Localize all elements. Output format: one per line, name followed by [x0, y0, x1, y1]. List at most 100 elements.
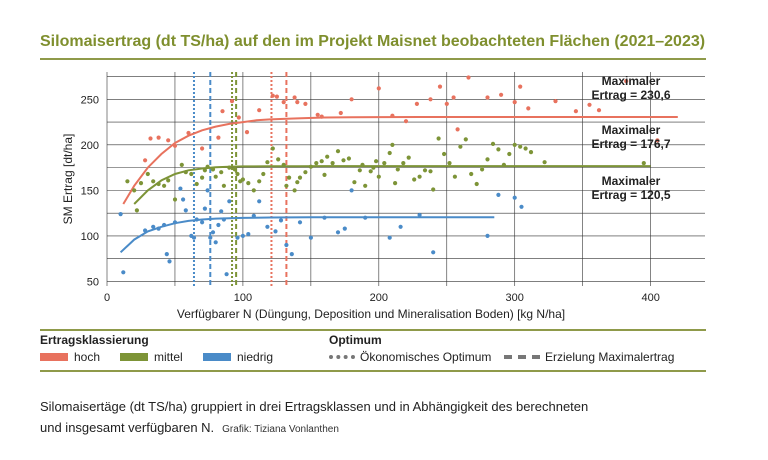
data-point-mittel [303, 170, 308, 175]
data-point-niedrig [205, 188, 210, 193]
data-point-hoch [414, 101, 419, 106]
data-point-mittel [428, 169, 433, 174]
chart-title: Silomaisertrag (dt TS/ha) auf den im Pro… [40, 33, 706, 50]
data-point-hoch [229, 99, 235, 104]
data-point-hoch [303, 101, 308, 106]
data-point-mittel [232, 167, 237, 172]
data-point-mittel [417, 174, 422, 179]
data-point-hoch [148, 136, 153, 141]
data-point-hoch [244, 130, 250, 135]
data-point-mittel [134, 208, 139, 213]
data-point-mittel [363, 183, 368, 188]
data-point-mittel [458, 144, 463, 149]
data-point-mittel [387, 150, 392, 156]
data-point-mittel [138, 181, 144, 186]
data-point-mittel [194, 181, 199, 187]
data-point-mittel [281, 162, 286, 167]
data-point-niedrig [417, 212, 422, 218]
data-point-mittel [132, 188, 137, 193]
data-point-mittel [287, 175, 292, 180]
legend-label-economic-optimum: Ökonomisches Optimum [360, 350, 492, 364]
data-point-mittel [162, 183, 167, 188]
data-point-niedrig [322, 215, 327, 220]
data-point-hoch [236, 115, 241, 120]
data-point-niedrig [297, 220, 303, 225]
data-point-mittel [246, 181, 251, 186]
data-point-niedrig [181, 197, 186, 202]
x-axis-label: Verfügbarer N (Düngung, Deposition und M… [177, 307, 565, 321]
caption-line-2: und insgesamt verfügbaren N. Grafik: Tizi… [40, 420, 339, 435]
data-point-niedrig [278, 218, 284, 223]
legend-swatch-mittel [120, 353, 148, 361]
data-point-hoch [376, 86, 381, 91]
data-point-mittel [528, 150, 534, 155]
y-tick-label: 100 [81, 231, 99, 243]
data-point-niedrig [284, 242, 289, 248]
x-tick-label: 100 [234, 292, 252, 304]
data-point-mittel [276, 157, 281, 162]
caption-line-2-text: und insgesamt verfügbaren N. [40, 420, 215, 435]
data-point-mittel [227, 165, 232, 170]
data-point-mittel [401, 161, 406, 166]
legend-item-mittel: mittel [120, 350, 183, 364]
data-point-mittel [490, 141, 496, 146]
data-point-hoch [186, 130, 191, 136]
fit-curve-mittel [133, 165, 651, 205]
data-point-mittel [295, 180, 300, 185]
data-point-niedrig [221, 217, 226, 222]
data-point-hoch [485, 95, 490, 100]
data-point-niedrig [251, 213, 256, 218]
data-point-niedrig [363, 215, 368, 220]
data-point-hoch [437, 84, 443, 89]
data-point-mittel [507, 151, 512, 157]
data-point-niedrig [235, 235, 240, 240]
data-point-niedrig [257, 199, 262, 204]
data-point-mittel [357, 168, 362, 173]
data-point-mittel [151, 179, 156, 184]
data-point-mittel [374, 159, 379, 164]
data-point-niedrig [143, 228, 148, 233]
data-point-mittel [202, 168, 207, 173]
data-point-mittel [265, 160, 270, 165]
data-point-niedrig [398, 224, 403, 229]
caption-credit: Grafik: Tiziana Vonlanthen [222, 424, 339, 435]
data-point-niedrig [431, 250, 436, 255]
data-point-hoch [553, 99, 558, 104]
data-point-hoch [587, 102, 592, 107]
legend-item-niedrig: niedrig [203, 350, 273, 364]
data-point-mittel [314, 161, 319, 166]
x-tick-label: 300 [506, 292, 524, 304]
title-rule [40, 58, 706, 60]
data-point-hoch [143, 158, 148, 163]
data-point-mittel [480, 167, 485, 172]
data-point-mittel [523, 146, 528, 151]
legend-optimum-title: Optimum [329, 333, 382, 347]
data-point-hoch [390, 113, 395, 118]
data-point-mittel [179, 162, 184, 167]
data-point-mittel [395, 167, 400, 172]
x-tick-label: 0 [104, 292, 110, 304]
data-point-hoch [172, 143, 178, 148]
y-tick-label: 50 [87, 276, 99, 288]
data-point-niedrig [265, 224, 270, 229]
data-point-niedrig [246, 232, 251, 237]
legend-label-max-yield: Erzielung Maximalertrag [545, 350, 675, 364]
data-point-mittel [436, 136, 441, 141]
legend-label-mittel: mittel [154, 350, 183, 364]
data-point-mittel [213, 174, 218, 179]
data-point-hoch [270, 93, 275, 98]
data-point-mittel [166, 178, 171, 183]
data-point-mittel [393, 181, 398, 186]
data-point-mittel [360, 162, 365, 167]
data-point-hoch [451, 95, 456, 100]
data-point-mittel [219, 170, 224, 175]
data-point-niedrig [178, 186, 183, 191]
data-point-mittel [221, 183, 226, 188]
data-point-niedrig [485, 233, 490, 238]
data-point-mittel [270, 146, 275, 151]
y-tick-label: 250 [81, 94, 99, 106]
data-point-hoch [274, 94, 279, 99]
legend-item-hoch: hoch [40, 350, 100, 364]
fit-curve-hoch [122, 116, 678, 205]
data-point-hoch [200, 146, 205, 151]
